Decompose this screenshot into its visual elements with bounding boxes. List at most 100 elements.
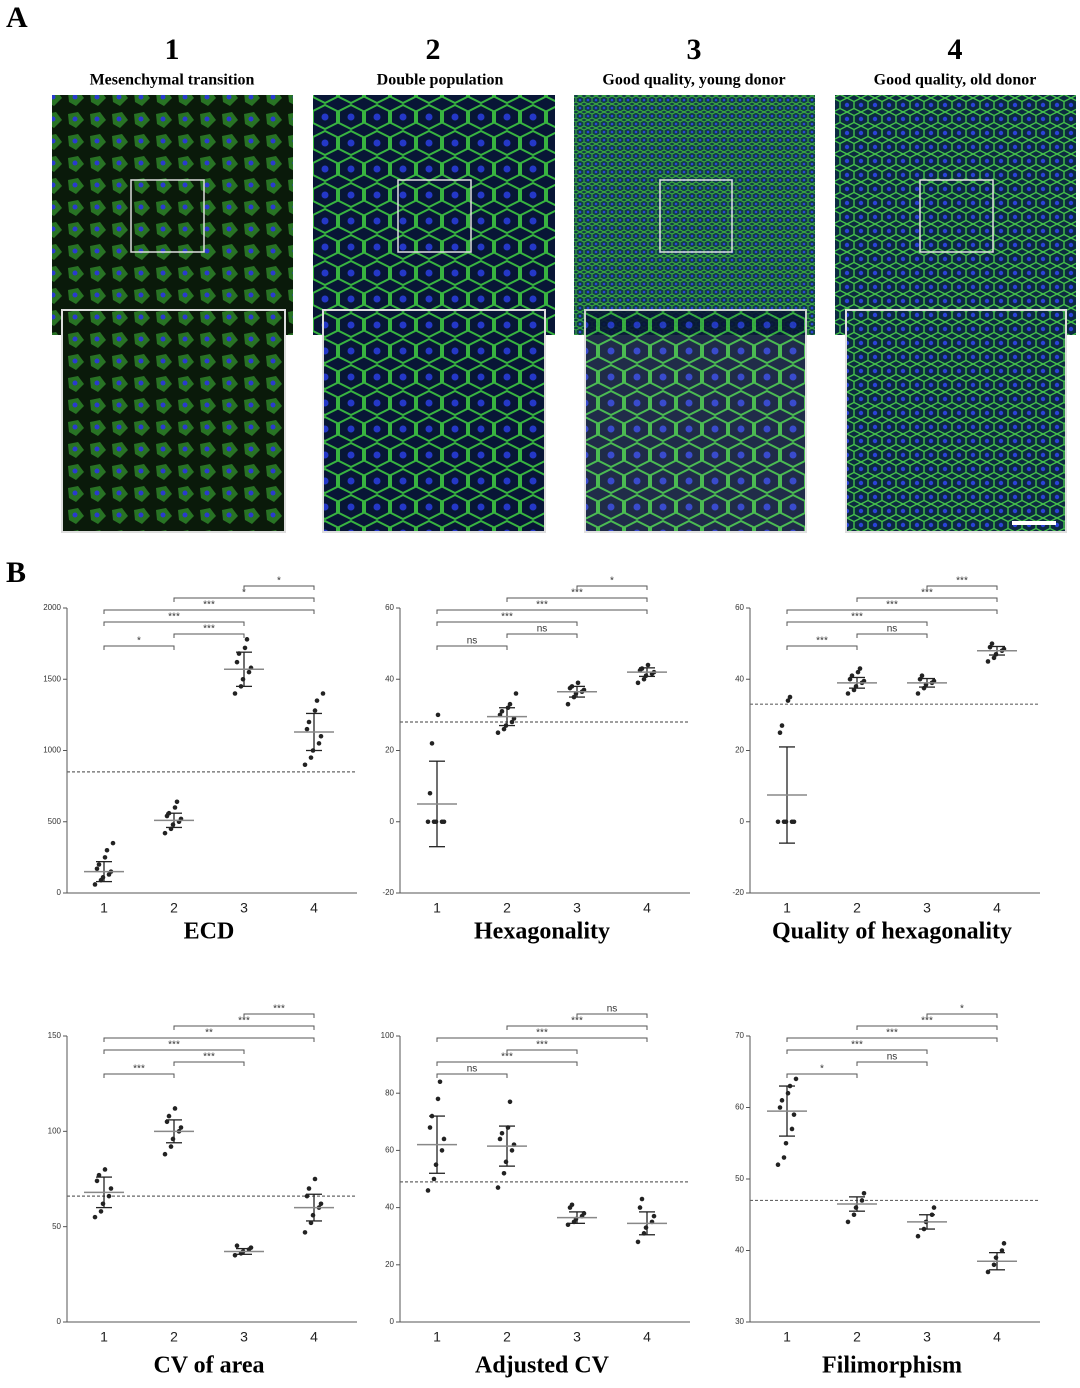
significance-label: ns — [607, 1004, 618, 1015]
data-point — [565, 701, 571, 707]
column-caption: Double population — [377, 72, 504, 89]
data-point — [845, 691, 851, 696]
y-tick-label: 20 — [735, 746, 744, 755]
significance-bracket — [506, 597, 648, 602]
data-point — [635, 680, 641, 686]
panel-label: A — [6, 1, 28, 34]
x-tick-label: 3 — [240, 1329, 248, 1345]
data-point — [106, 1193, 112, 1199]
chart-title: Adjusted CV — [475, 1353, 610, 1379]
significance-bracket — [856, 1025, 998, 1030]
y-tick-label: 40 — [385, 1203, 394, 1212]
data-point — [172, 1106, 178, 1111]
data-point — [308, 755, 314, 760]
x-tick-label: 2 — [503, 1329, 511, 1345]
data-point — [302, 1230, 308, 1235]
y-tick-label: 40 — [735, 674, 744, 683]
x-tick-label: 2 — [170, 1329, 178, 1345]
data-point — [507, 1099, 513, 1105]
data-point — [501, 726, 507, 732]
data-point — [791, 1112, 797, 1117]
x-tick-label: 4 — [993, 1329, 1001, 1345]
data-point — [931, 1205, 937, 1210]
data-point — [92, 882, 98, 887]
x-tick-label: 3 — [573, 900, 581, 916]
data-point — [861, 1191, 867, 1196]
data-point — [162, 1151, 168, 1157]
data-point — [441, 1136, 447, 1142]
micrograph — [52, 95, 293, 335]
x-tick-label: 2 — [853, 900, 861, 916]
significance-label: *** — [203, 600, 215, 611]
significance-bracket — [786, 1049, 928, 1054]
x-tick-label: 3 — [923, 900, 931, 916]
y-tick-label: 70 — [735, 1031, 744, 1040]
y-tick-label: 150 — [48, 1031, 62, 1040]
significance-label: *** — [571, 588, 583, 599]
micrographs — [52, 95, 1076, 533]
data-point — [308, 1220, 314, 1226]
significance-bracket — [103, 1073, 175, 1078]
significance-bracket — [786, 645, 858, 650]
significance-label: *** — [851, 612, 863, 623]
significance-bracket — [506, 1049, 578, 1054]
data-point — [785, 698, 791, 703]
data-point — [507, 701, 513, 707]
x-tick-label: 2 — [853, 1329, 861, 1345]
data-point — [985, 1269, 991, 1275]
data-point — [509, 1148, 515, 1153]
y-tick-label: 500 — [48, 817, 62, 826]
data-point — [104, 847, 110, 853]
significance-label: * — [610, 576, 614, 587]
data-point — [991, 1262, 997, 1268]
micrograph — [835, 95, 1076, 335]
data-point — [427, 1125, 433, 1130]
significance-bracket — [506, 1025, 648, 1030]
data-point — [441, 819, 447, 825]
data-point — [316, 741, 322, 746]
y-tick-label: 0 — [390, 817, 395, 826]
y-tick-label: 20 — [385, 746, 394, 755]
data-point — [919, 673, 925, 678]
significance-label: *** — [238, 1016, 250, 1027]
significance-bracket — [436, 1037, 648, 1042]
significance-label: *** — [921, 588, 933, 599]
significance-label: * — [242, 588, 246, 599]
column-number: 1 — [165, 33, 180, 66]
data-point — [318, 1201, 324, 1207]
significance-label: *** — [536, 600, 548, 611]
data-point — [501, 1170, 507, 1176]
y-tick-label: 0 — [57, 888, 62, 897]
data-point — [178, 1125, 184, 1130]
data-point — [248, 1245, 254, 1250]
x-tick-label: 1 — [433, 1329, 441, 1345]
data-point — [439, 1148, 445, 1153]
data-point — [845, 1219, 851, 1225]
data-point — [166, 1113, 172, 1119]
y-tick-label: 100 — [48, 1126, 62, 1135]
y-tick-label: 2000 — [43, 603, 61, 612]
significance-label: ns — [467, 636, 478, 647]
data-point — [320, 691, 326, 696]
significance-label: *** — [571, 1016, 583, 1027]
chart-title: ECD — [184, 919, 235, 945]
data-point — [102, 1167, 108, 1172]
data-point — [425, 819, 431, 825]
significance-bracket — [243, 1013, 315, 1018]
significance-label: *** — [536, 1040, 548, 1051]
column-number: 2 — [426, 33, 441, 66]
significance-bracket — [856, 633, 928, 638]
chart-title: CV of area — [153, 1353, 264, 1379]
data-point — [991, 655, 997, 661]
significance-bracket — [173, 1061, 245, 1066]
significance-bracket — [786, 1073, 858, 1078]
data-point — [915, 1233, 921, 1239]
significance-label: *** — [921, 1016, 933, 1027]
data-point — [437, 1079, 443, 1085]
significance-bracket — [103, 609, 315, 614]
inset-frame — [659, 179, 733, 253]
significance-label: *** — [501, 1052, 513, 1063]
x-tick-label: 3 — [923, 1329, 931, 1345]
significance-bracket — [173, 1025, 315, 1030]
data-point — [793, 1076, 799, 1082]
